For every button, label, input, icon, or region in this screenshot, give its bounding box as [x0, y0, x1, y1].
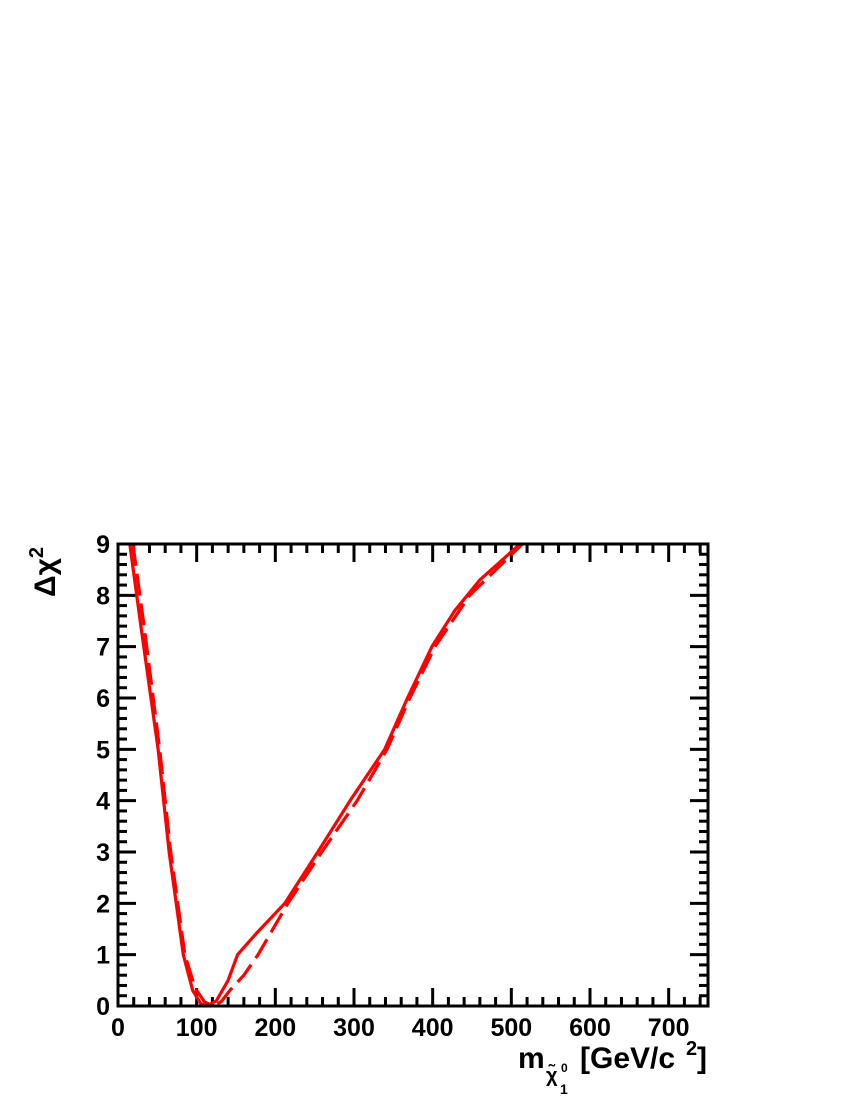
y-tick-label: 7	[96, 634, 110, 662]
x-tick-label: 0	[111, 1014, 125, 1042]
x-label-unit-sup: 2	[686, 1038, 697, 1060]
y-tick-label: 2	[96, 890, 110, 918]
x-tick-label: 100	[176, 1014, 218, 1042]
y-tick-label: 6	[96, 685, 110, 713]
x-label-sub-sup: 0	[561, 1061, 568, 1075]
y-tick-label: 1	[96, 942, 110, 970]
y-tick-label: 0	[96, 993, 110, 1021]
x-tick-label: 300	[333, 1014, 375, 1042]
x-label-base: m	[518, 1042, 545, 1075]
y-tick-label: 9	[96, 531, 110, 559]
series-line	[131, 542, 524, 1008]
x-tick-label: 400	[412, 1014, 454, 1042]
y-tick-label: 5	[96, 736, 110, 764]
x-label-sub-sub: 1	[560, 1081, 568, 1097]
y-axis-label: Δχ2	[26, 547, 62, 597]
x-tick-label: 600	[569, 1014, 611, 1042]
x-tick-label: 700	[648, 1014, 690, 1042]
x-label-unit: [GeV/c	[580, 1042, 675, 1075]
x-label-unit-end: ]	[697, 1042, 707, 1075]
y-tick-label: 3	[96, 839, 110, 867]
series-line	[128, 542, 522, 1008]
x-tick-label: 200	[254, 1014, 296, 1042]
y-tick-label: 8	[96, 582, 110, 610]
plot-frame	[116, 542, 710, 1008]
y-tick-label: 4	[96, 788, 110, 816]
x-axis-label: m χ̃ 0 1 [GeV/c 2 ]	[518, 1038, 707, 1097]
x-label-sub: χ̃	[546, 1063, 558, 1087]
x-tick-label: 500	[490, 1014, 532, 1042]
